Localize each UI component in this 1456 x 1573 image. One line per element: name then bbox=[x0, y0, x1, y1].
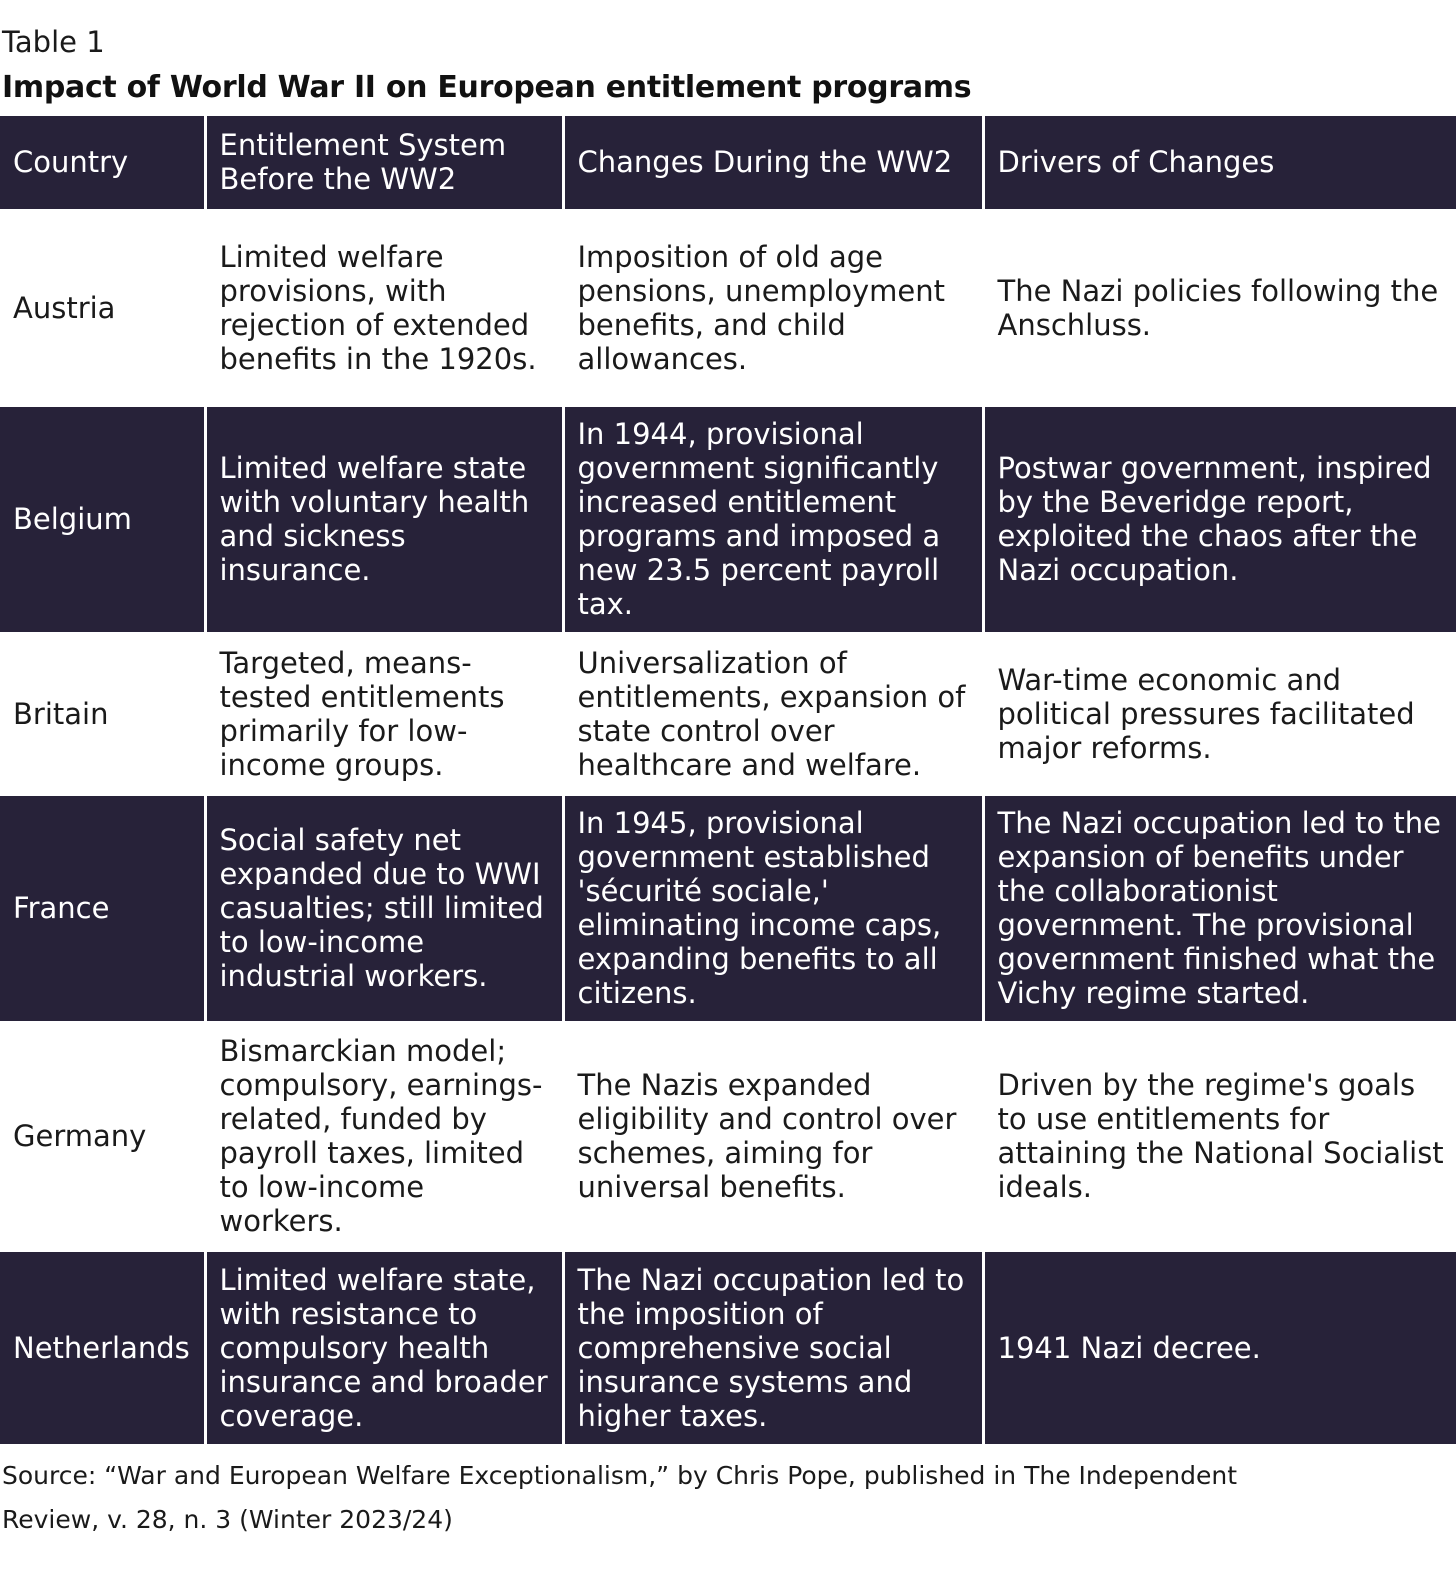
cell-before: Limited welfare state, with resistance t… bbox=[203, 1248, 565, 1447]
entitlement-table: Country Entitlement System Before the WW… bbox=[0, 116, 1456, 1447]
cell-country: Germany bbox=[0, 1020, 207, 1252]
cell-drivers: War-time economic and political pressure… bbox=[981, 631, 1456, 796]
table-title: Impact of World War II on European entit… bbox=[2, 70, 972, 105]
cell-country: Belgium bbox=[0, 403, 207, 635]
cell-drivers: 1941 Nazi decree. bbox=[981, 1248, 1456, 1447]
table-row: Germany Bismarckian model; compulsory, e… bbox=[0, 1020, 1456, 1252]
cell-drivers: The Nazi policies following the Anschlus… bbox=[981, 208, 1456, 407]
table-label: Table 1 bbox=[2, 25, 105, 59]
cell-drivers: The Nazi occupation led to the expansion… bbox=[981, 792, 1456, 1024]
cell-drivers: Driven by the regime's goals to use enti… bbox=[981, 1020, 1456, 1252]
table-row: Netherlands Limited welfare state, with … bbox=[0, 1248, 1456, 1447]
table-header-row: Country Entitlement System Before the WW… bbox=[0, 116, 1456, 212]
cell-before: Targeted, means-tested entitlements prim… bbox=[203, 631, 565, 796]
source-note: Source: “War and European Welfare Except… bbox=[2, 1461, 1237, 1534]
cell-country: Netherlands bbox=[0, 1248, 207, 1447]
cell-country: Britain bbox=[0, 631, 207, 796]
header-during: Changes During the WW2 bbox=[561, 116, 985, 212]
cell-country: France bbox=[0, 792, 207, 1024]
header-before: Entitlement System Before the WW2 bbox=[203, 116, 565, 212]
table-row: Britain Targeted, means-tested entitleme… bbox=[0, 631, 1456, 796]
cell-during: In 1944, provisional government signific… bbox=[561, 403, 985, 635]
cell-before: Limited welfare state with voluntary hea… bbox=[203, 403, 565, 635]
cell-before: Social safety net expanded due to WWI ca… bbox=[203, 792, 565, 1024]
table-row: Belgium Limited welfare state with volun… bbox=[0, 403, 1456, 635]
table-row: France Social safety net expanded due to… bbox=[0, 792, 1456, 1024]
cell-during: Universalization of entitlements, expans… bbox=[561, 631, 985, 796]
cell-before: Bismarckian model; compulsory, earnings-… bbox=[203, 1020, 565, 1252]
header-country: Country bbox=[0, 116, 207, 212]
cell-during: The Nazis expanded eligibility and contr… bbox=[561, 1020, 985, 1252]
cell-before: Limited welfare provisions, with rejecti… bbox=[203, 208, 565, 407]
header-drivers: Drivers of Changes bbox=[981, 116, 1456, 212]
cell-during: Imposition of old age pensions, unemploy… bbox=[561, 208, 985, 407]
cell-drivers: Postwar government, inspired by the Beve… bbox=[981, 403, 1456, 635]
table-row: Austria Limited welfare provisions, with… bbox=[0, 208, 1456, 407]
cell-during: The Nazi occupation led to the impositio… bbox=[561, 1248, 985, 1447]
cell-country: Austria bbox=[0, 208, 207, 407]
cell-during: In 1945, provisional government establis… bbox=[561, 792, 985, 1024]
